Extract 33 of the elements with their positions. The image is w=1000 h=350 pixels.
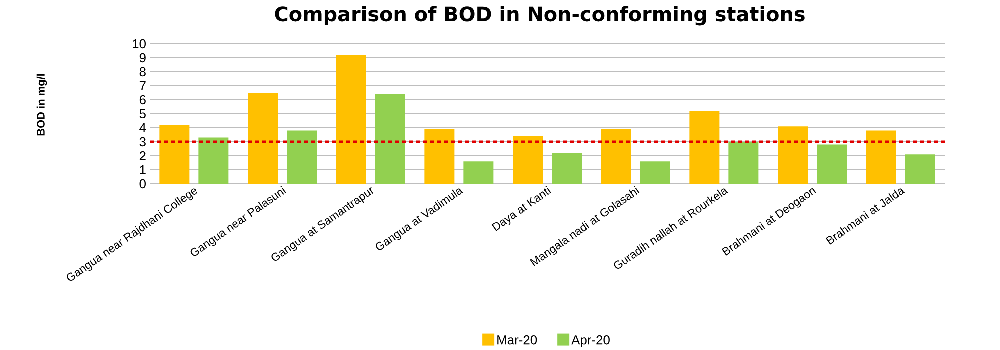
legend-label: Mar-20 [498, 336, 538, 345]
y-tick-label: 7 [140, 82, 146, 90]
bar [728, 142, 759, 184]
bar [287, 130, 318, 184]
bar [198, 138, 229, 184]
bar [690, 111, 720, 184]
y-tick-label: 3 [140, 137, 146, 147]
y-tick-label: 8 [140, 67, 146, 77]
legend-label: Apr-20 [572, 336, 610, 348]
y-tick-label: 4 [140, 124, 146, 132]
bar [160, 125, 190, 184]
y-axis-title: BOD in mg/l [36, 74, 48, 136]
bar [866, 130, 896, 184]
bar [513, 136, 544, 184]
bar [424, 129, 455, 184]
y-tick-label: 6 [140, 95, 146, 105]
y-tick-label: 5 [140, 109, 146, 119]
bar [248, 93, 278, 184]
bar [336, 55, 366, 184]
y-tick-label: 1 [140, 166, 146, 174]
y-tick-label: 10 [133, 39, 146, 49]
chart-title: Comparison of BOD in Non-conforming stations [275, 6, 805, 26]
bar [905, 154, 936, 184]
bar [552, 153, 582, 184]
y-tick-label: 9 [140, 53, 146, 63]
bar [778, 126, 808, 184]
bar [375, 94, 406, 184]
bar [817, 144, 848, 184]
bar [464, 162, 494, 184]
bar [601, 129, 632, 184]
y-tick-label: 0 [140, 179, 146, 189]
y-tick-label: 2 [140, 151, 146, 161]
bar [640, 162, 670, 184]
